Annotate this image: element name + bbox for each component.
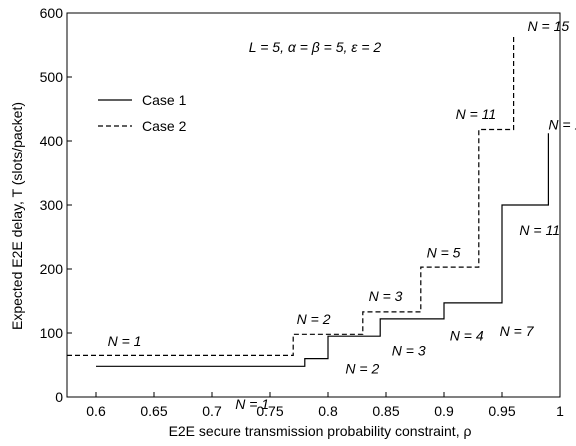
x-axis-label: E2E secure transmission probability cons…: [169, 423, 472, 439]
annotations-group: N = 1 N = 1 N = 2 N = 2 N = 3 N = 3 N = 4 N = 5…: [108, 18, 576, 412]
annotation-label: N = 7: [500, 323, 535, 339]
annotation-label: N = 2: [297, 311, 331, 327]
legend: Case 1 Case 2: [98, 92, 187, 134]
annotation-label: N = 3: [392, 342, 426, 358]
annotation-label: N = 1: [235, 396, 269, 412]
series-line-case-1: [96, 133, 550, 367]
annotation-label: N = 11: [519, 222, 560, 238]
x-tick-label: 0.65: [140, 403, 167, 419]
x-tick-label: 0.7: [202, 403, 222, 419]
annotation-label: N = 15: [548, 116, 576, 132]
x-tick-label: 0.85: [372, 403, 399, 419]
series-line-case-2: [67, 35, 515, 356]
y-tick-label: 300: [40, 197, 64, 213]
annotation-label: N = 1: [108, 333, 142, 349]
x-tick-label: 0.9: [434, 403, 454, 419]
annotation-label: N = 4: [450, 328, 484, 344]
y-tick-label: 600: [40, 5, 64, 21]
y-tick-label: 100: [40, 325, 64, 341]
x-tick-label: 1: [556, 403, 564, 419]
x-tick-label: 0.6: [86, 403, 106, 419]
y-axis-label: Expected E2E delay, T (slots/packet): [9, 102, 25, 330]
x-tick-label: 0.8: [318, 403, 338, 419]
legend-label-case-1: Case 1: [142, 92, 187, 108]
y-tick-label: 400: [40, 133, 64, 149]
y-tick-label: 500: [40, 69, 64, 85]
parameters-text: L = 5, α = β = 5, ε = 2: [249, 39, 382, 55]
x-tick-label: 0.75: [256, 403, 283, 419]
x-tick-label: 0.95: [488, 403, 515, 419]
annotation-label: N = 2: [345, 360, 379, 376]
y-tick-label: 200: [40, 261, 64, 277]
annotation-label: N = 15: [528, 18, 570, 34]
annotation-label: N = 11: [456, 106, 497, 122]
series-group: [67, 35, 550, 367]
legend-label-case-2: Case 2: [142, 118, 187, 134]
y-tick-label: 0: [55, 389, 63, 405]
axes: 0.6 0.65 0.7 0.75 0.8 0.85 0.9 0.95 1 0 100 200 300 4…: [40, 5, 564, 419]
annotation-label: N = 3: [369, 288, 403, 304]
annotation-label: N = 5: [427, 244, 461, 260]
